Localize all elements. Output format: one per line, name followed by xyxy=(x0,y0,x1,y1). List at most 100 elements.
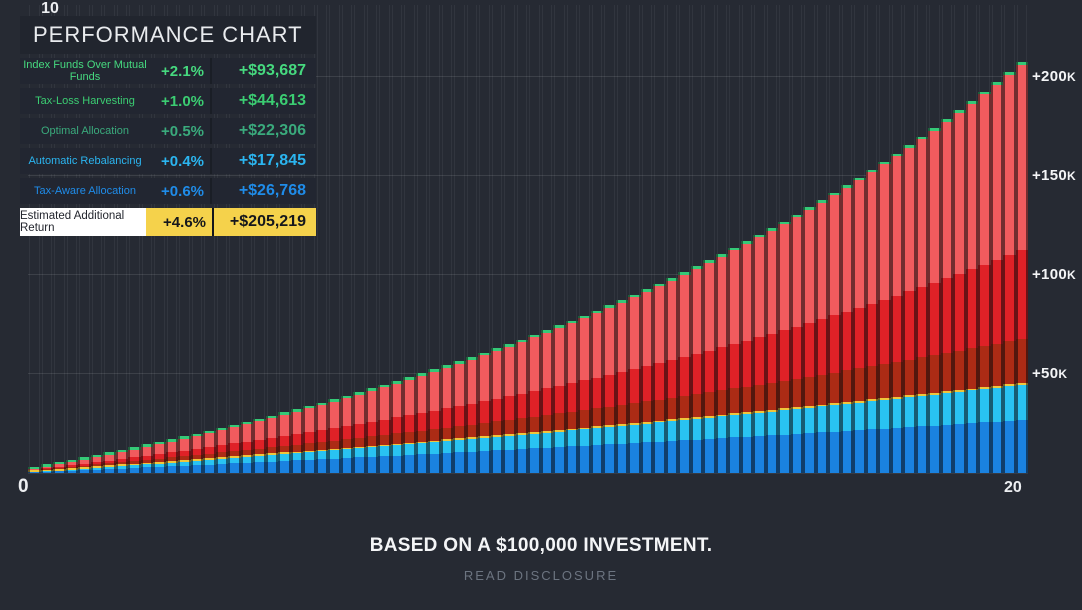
bar[interactable] xyxy=(140,444,153,473)
bar[interactable] xyxy=(478,352,491,474)
read-disclosure-link[interactable]: READ DISCLOSURE xyxy=(463,568,619,583)
bar[interactable] xyxy=(153,441,166,474)
bar[interactable] xyxy=(815,200,828,473)
bar-column xyxy=(53,5,66,474)
bar[interactable] xyxy=(803,207,816,473)
bar[interactable] xyxy=(703,260,716,473)
bar[interactable] xyxy=(453,361,466,473)
bar[interactable] xyxy=(403,377,416,473)
legend-row-value: +$17,845 xyxy=(210,148,316,174)
bar[interactable] xyxy=(640,289,653,473)
bar[interactable] xyxy=(165,439,178,473)
bar[interactable] xyxy=(665,278,678,473)
bar[interactable] xyxy=(40,464,53,473)
bar[interactable] xyxy=(90,454,103,474)
bar[interactable] xyxy=(828,192,841,474)
legend-row-tax-loss[interactable]: Tax-Loss Harvesting +1.0% +$44,613 xyxy=(20,88,316,114)
bar[interactable] xyxy=(753,234,766,474)
bar[interactable] xyxy=(353,392,366,473)
bar[interactable] xyxy=(290,409,303,473)
bar[interactable] xyxy=(28,466,41,474)
bar[interactable] xyxy=(65,459,78,474)
bar[interactable] xyxy=(203,430,216,474)
bar[interactable] xyxy=(378,384,391,474)
bar-segment-index-funds xyxy=(165,441,178,453)
bar-segment-automatic-rebalancing xyxy=(303,452,316,460)
legend-row-tax-aware-allocation[interactable]: Tax-Aware Allocation +0.6% +$26,768 xyxy=(20,178,316,204)
bar[interactable] xyxy=(928,128,941,473)
bar[interactable] xyxy=(328,399,341,473)
bar[interactable] xyxy=(603,305,616,473)
bar[interactable] xyxy=(115,449,128,474)
bar[interactable] xyxy=(540,330,553,473)
bar[interactable] xyxy=(840,185,853,473)
bar-top-cap xyxy=(828,192,841,196)
bar-segment-optimal-allocation xyxy=(153,458,166,462)
bar[interactable] xyxy=(228,424,241,474)
bar[interactable] xyxy=(240,421,253,474)
bar[interactable] xyxy=(1003,72,1016,473)
legend-row-automatic-rebalancing[interactable]: Automatic Rebalancing +0.4% +$17,845 xyxy=(20,148,316,174)
bar[interactable] xyxy=(365,388,378,473)
bar-segment-tax-loss xyxy=(278,435,291,446)
bar[interactable] xyxy=(990,82,1003,473)
bar[interactable] xyxy=(253,418,266,474)
bar-segment-tax-loss xyxy=(590,377,603,409)
bar[interactable] xyxy=(578,315,591,474)
bar[interactable] xyxy=(415,373,428,473)
bar[interactable] xyxy=(315,402,328,474)
bar[interactable] xyxy=(890,153,903,474)
bar[interactable] xyxy=(440,365,453,473)
bar[interactable] xyxy=(553,325,566,473)
bar[interactable] xyxy=(903,145,916,473)
bar[interactable] xyxy=(340,395,353,474)
bar[interactable] xyxy=(490,348,503,473)
bar[interactable] xyxy=(915,136,928,474)
bar-divider-line xyxy=(440,439,453,442)
bar[interactable] xyxy=(690,266,703,473)
legend-row-index-funds[interactable]: Index Funds Over Mutual Funds +2.1% +$93,6… xyxy=(20,58,316,84)
bar[interactable] xyxy=(865,169,878,474)
bar-top-cap xyxy=(840,185,853,188)
bar[interactable] xyxy=(428,369,441,473)
bar[interactable] xyxy=(953,110,966,473)
bar[interactable] xyxy=(590,310,603,474)
bar[interactable] xyxy=(653,283,666,474)
bar[interactable] xyxy=(615,300,628,473)
bar[interactable] xyxy=(878,161,891,474)
bar-divider-line xyxy=(915,394,928,396)
bar[interactable] xyxy=(628,294,641,474)
bar[interactable] xyxy=(103,452,116,473)
bar[interactable] xyxy=(78,457,91,473)
bar-column xyxy=(265,5,278,474)
bar[interactable] xyxy=(390,381,403,473)
bar[interactable] xyxy=(728,247,741,474)
bar[interactable] xyxy=(278,412,291,473)
bar[interactable] xyxy=(515,339,528,474)
bar[interactable] xyxy=(853,177,866,474)
bar[interactable] xyxy=(53,461,66,474)
bar[interactable] xyxy=(715,254,728,473)
bar[interactable] xyxy=(190,433,203,474)
bar[interactable] xyxy=(740,241,753,473)
bar[interactable] xyxy=(778,221,791,473)
bar[interactable] xyxy=(940,119,953,473)
bar[interactable] xyxy=(765,228,778,473)
bar[interactable] xyxy=(178,436,191,473)
bar[interactable] xyxy=(678,272,691,473)
bar[interactable] xyxy=(265,415,278,474)
bar[interactable] xyxy=(965,101,978,473)
bar[interactable] xyxy=(465,357,478,473)
bar-segment-automatic-rebalancing xyxy=(553,431,566,448)
bar[interactable] xyxy=(128,447,141,473)
bar[interactable] xyxy=(565,320,578,474)
bar[interactable] xyxy=(503,344,516,473)
bar[interactable] xyxy=(528,334,541,474)
bar[interactable] xyxy=(215,427,228,474)
legend-row-optimal-allocation[interactable]: Optimal Allocation +0.5% +$22,306 xyxy=(20,118,316,144)
bar-segment-optimal-allocation xyxy=(628,403,641,423)
bar[interactable] xyxy=(978,91,991,474)
bar[interactable] xyxy=(790,214,803,474)
bar[interactable] xyxy=(303,405,316,474)
bar[interactable] xyxy=(1015,62,1028,473)
